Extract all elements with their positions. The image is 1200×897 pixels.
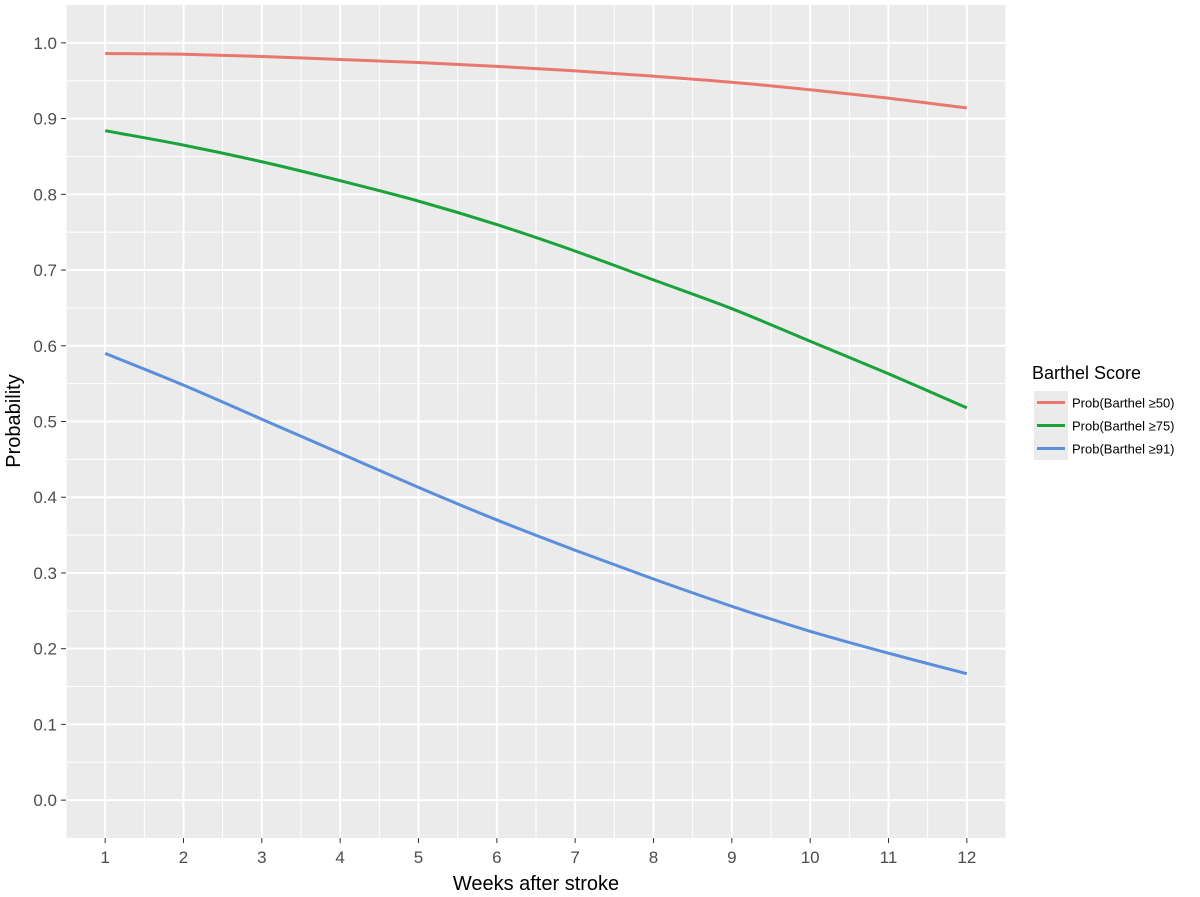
series-lines: [104, 51, 968, 676]
x-tick-label: 9: [727, 848, 736, 867]
y-tick-label: 0.5: [33, 413, 57, 432]
series-line-2: [104, 129, 968, 410]
y-tick-label: 0.3: [33, 564, 57, 583]
y-tick-label: 0.4: [33, 488, 57, 507]
y-tick-label: 0.0: [33, 791, 57, 810]
x-tick-label: 12: [957, 848, 976, 867]
series-line-3: [104, 351, 968, 676]
y-axis-title: Probability: [3, 374, 25, 467]
y-tick-label: 1.0: [33, 34, 57, 53]
legend: Barthel Score Prob(Barthel ≥50) Prob(Bart…: [1032, 363, 1175, 460]
x-tick-label: 2: [179, 848, 188, 867]
x-tick-label: 4: [335, 848, 344, 867]
legend-title: Barthel Score: [1032, 363, 1141, 383]
x-tick-label: 6: [492, 848, 501, 867]
y-tick-label: 0.8: [33, 185, 57, 204]
x-axis-title: Weeks after stroke: [453, 873, 619, 895]
y-axis-ticks: 0.0 0.1 0.2 0.3 0.4 0.5 0.6 0.7 0.8 0.9 1.0: [33, 34, 66, 810]
y-tick-label: 0.9: [33, 110, 57, 129]
x-tick-label: 7: [570, 848, 579, 867]
x-axis-ticks: 1 2 3 4 5 6 7 8 9 10 11 12: [100, 838, 976, 867]
x-tick-label: 5: [414, 848, 423, 867]
series-line-1: [105, 51, 968, 110]
x-tick-label: 3: [257, 848, 266, 867]
y-tick-label: 0.6: [33, 337, 57, 356]
legend-item: Prob(Barthel ≥91): [1034, 437, 1175, 460]
legend-item: Prob(Barthel ≥50): [1034, 391, 1175, 414]
legend-label: Prob(Barthel ≥75): [1072, 419, 1175, 434]
legend-item: Prob(Barthel ≥75): [1034, 414, 1175, 437]
x-tick-label: 8: [649, 848, 658, 867]
legend-label: Prob(Barthel ≥91): [1072, 442, 1175, 457]
y-tick-label: 0.2: [33, 640, 57, 659]
y-tick-label: 0.7: [33, 261, 57, 280]
legend-label: Prob(Barthel ≥50): [1072, 396, 1175, 411]
x-tick-label: 1: [100, 848, 109, 867]
major-gridlines: [66, 5, 1006, 838]
x-tick-label: 10: [801, 848, 820, 867]
x-tick-label: 11: [880, 848, 898, 867]
y-tick-label: 0.1: [33, 715, 57, 734]
